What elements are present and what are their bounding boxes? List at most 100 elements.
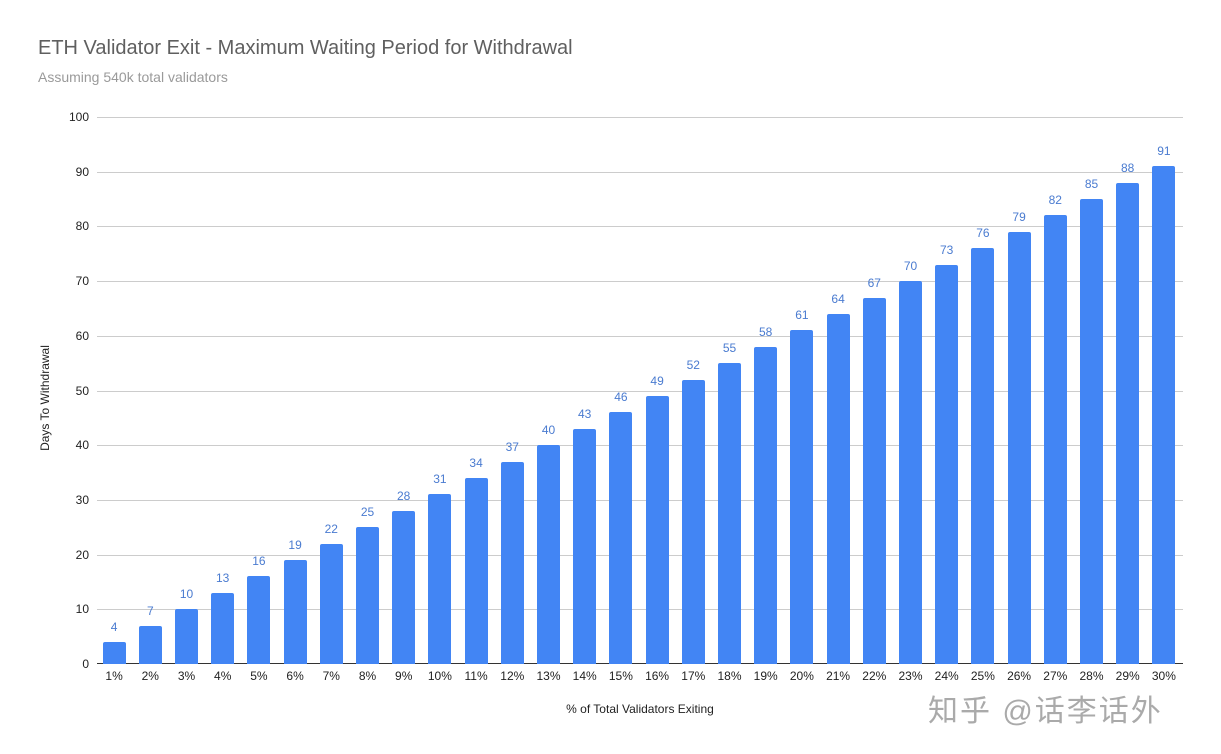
gridline [97, 335, 1183, 337]
bar[interactable] [175, 609, 198, 664]
bar-value-label: 88 [1121, 160, 1135, 175]
bar[interactable] [392, 510, 416, 664]
gridline [97, 609, 1183, 611]
bar[interactable] [500, 461, 524, 664]
bar[interactable] [681, 379, 705, 664]
gridline [97, 554, 1183, 556]
y-tick-label: 40 [75, 438, 89, 453]
x-tick-label: 16% [645, 669, 670, 683]
y-tick-label: 10 [75, 602, 89, 617]
bar[interactable] [1152, 166, 1176, 664]
bar[interactable] [138, 625, 162, 664]
bar[interactable] [935, 264, 959, 664]
x-tick-label: 1% [105, 669, 123, 683]
bar[interactable] [609, 412, 633, 664]
y-tick-label: 20 [75, 547, 89, 562]
chart-title: ETH Validator Exit - Maximum Waiting Per… [38, 37, 573, 59]
x-tick-label: 4% [214, 669, 232, 683]
bar-value-label: 4 [110, 620, 118, 635]
bar-value-label: 37 [505, 439, 519, 454]
bar-value-label: 40 [541, 423, 556, 438]
x-tick-label: 27% [1043, 669, 1068, 683]
bar-value-label: 82 [1048, 193, 1062, 208]
bar[interactable] [211, 592, 235, 664]
bar[interactable] [428, 494, 452, 664]
bar[interactable] [102, 642, 126, 664]
x-tick-label: 26% [1007, 669, 1032, 683]
bar-value-label: 28 [397, 488, 411, 503]
y-tick-label: 100 [68, 110, 89, 124]
x-tick-label: 10% [427, 669, 452, 683]
bar-value-label: 91 [1157, 144, 1171, 159]
bar[interactable] [1080, 199, 1103, 664]
bar-value-label: 55 [722, 341, 737, 356]
bar-value-label: 61 [795, 308, 809, 323]
bar[interactable] [1043, 215, 1067, 664]
bar[interactable] [283, 560, 307, 664]
bar-value-label: 49 [650, 373, 664, 388]
y-tick-label: 60 [75, 328, 89, 343]
bar-value-label: 31 [433, 472, 447, 487]
bar-value-label: 70 [903, 259, 918, 274]
bar[interactable] [356, 527, 379, 664]
x-tick-label: 22% [862, 669, 887, 683]
x-tick-label: 3% [177, 669, 196, 683]
x-tick-label: 13% [536, 669, 561, 683]
y-axis-label: Days To Withdrawal [38, 345, 52, 451]
bar-value-label: 43 [578, 406, 592, 421]
x-tick-label: 14% [572, 669, 597, 683]
bar[interactable] [718, 363, 741, 664]
x-axis-label: % of Total Validators Exiting [566, 702, 714, 716]
gridline [97, 390, 1183, 392]
x-tick-label: 30% [1151, 669, 1176, 683]
bar[interactable] [826, 313, 850, 664]
x-tick-label: 21% [826, 669, 851, 683]
bar-value-label: 22 [324, 521, 338, 536]
bar[interactable] [247, 576, 271, 664]
bar[interactable] [319, 543, 343, 664]
x-tick-label: 25% [970, 669, 995, 683]
gridline [97, 171, 1183, 173]
x-tick-label: 9% [395, 669, 413, 683]
y-tick-label: 70 [75, 274, 89, 289]
bar[interactable] [1007, 231, 1031, 664]
bar-value-label: 25 [360, 505, 375, 520]
bar-value-label: 16 [252, 554, 266, 569]
x-tick-label: 11% [464, 669, 488, 683]
x-tick-label: 6% [286, 669, 304, 683]
x-tick-label: 23% [898, 669, 923, 683]
bar[interactable] [899, 281, 922, 664]
x-tick-label: 17% [681, 669, 706, 683]
y-tick-label: 50 [75, 383, 89, 398]
gridline [97, 445, 1183, 447]
bar[interactable] [645, 395, 669, 664]
bar[interactable] [862, 297, 886, 664]
bar-value-label: 13 [216, 570, 230, 585]
x-tick-label: 2% [141, 669, 159, 683]
y-tick-label: 90 [75, 164, 89, 179]
bar-value-label: 85 [1084, 177, 1099, 192]
gridline [97, 281, 1183, 283]
bar[interactable] [790, 330, 814, 664]
gridline [97, 499, 1183, 501]
bar-value-label: 52 [686, 357, 700, 372]
x-tick-label: 18% [717, 669, 742, 683]
bar[interactable] [971, 248, 995, 664]
gridline [97, 226, 1183, 228]
bar-value-label: 64 [831, 291, 845, 306]
x-tick-label: 5% [250, 669, 268, 683]
bar-value-label: 67 [867, 275, 881, 290]
bar[interactable] [464, 478, 488, 664]
chart-subtitle: Assuming 540k total validators [38, 69, 228, 85]
bar-value-label: 10 [179, 587, 194, 602]
bar-value-label: 34 [469, 456, 483, 471]
bar[interactable] [573, 428, 597, 664]
bar[interactable] [1116, 182, 1140, 664]
x-tick-label: 15% [608, 669, 633, 683]
bar-value-label: 76 [976, 226, 990, 241]
watermark: 知乎 @话李话外 [928, 695, 1163, 728]
bar[interactable] [537, 445, 560, 664]
y-tick-label: 30 [75, 492, 89, 507]
bar[interactable] [754, 346, 778, 664]
x-tick-label: 24% [934, 669, 959, 683]
